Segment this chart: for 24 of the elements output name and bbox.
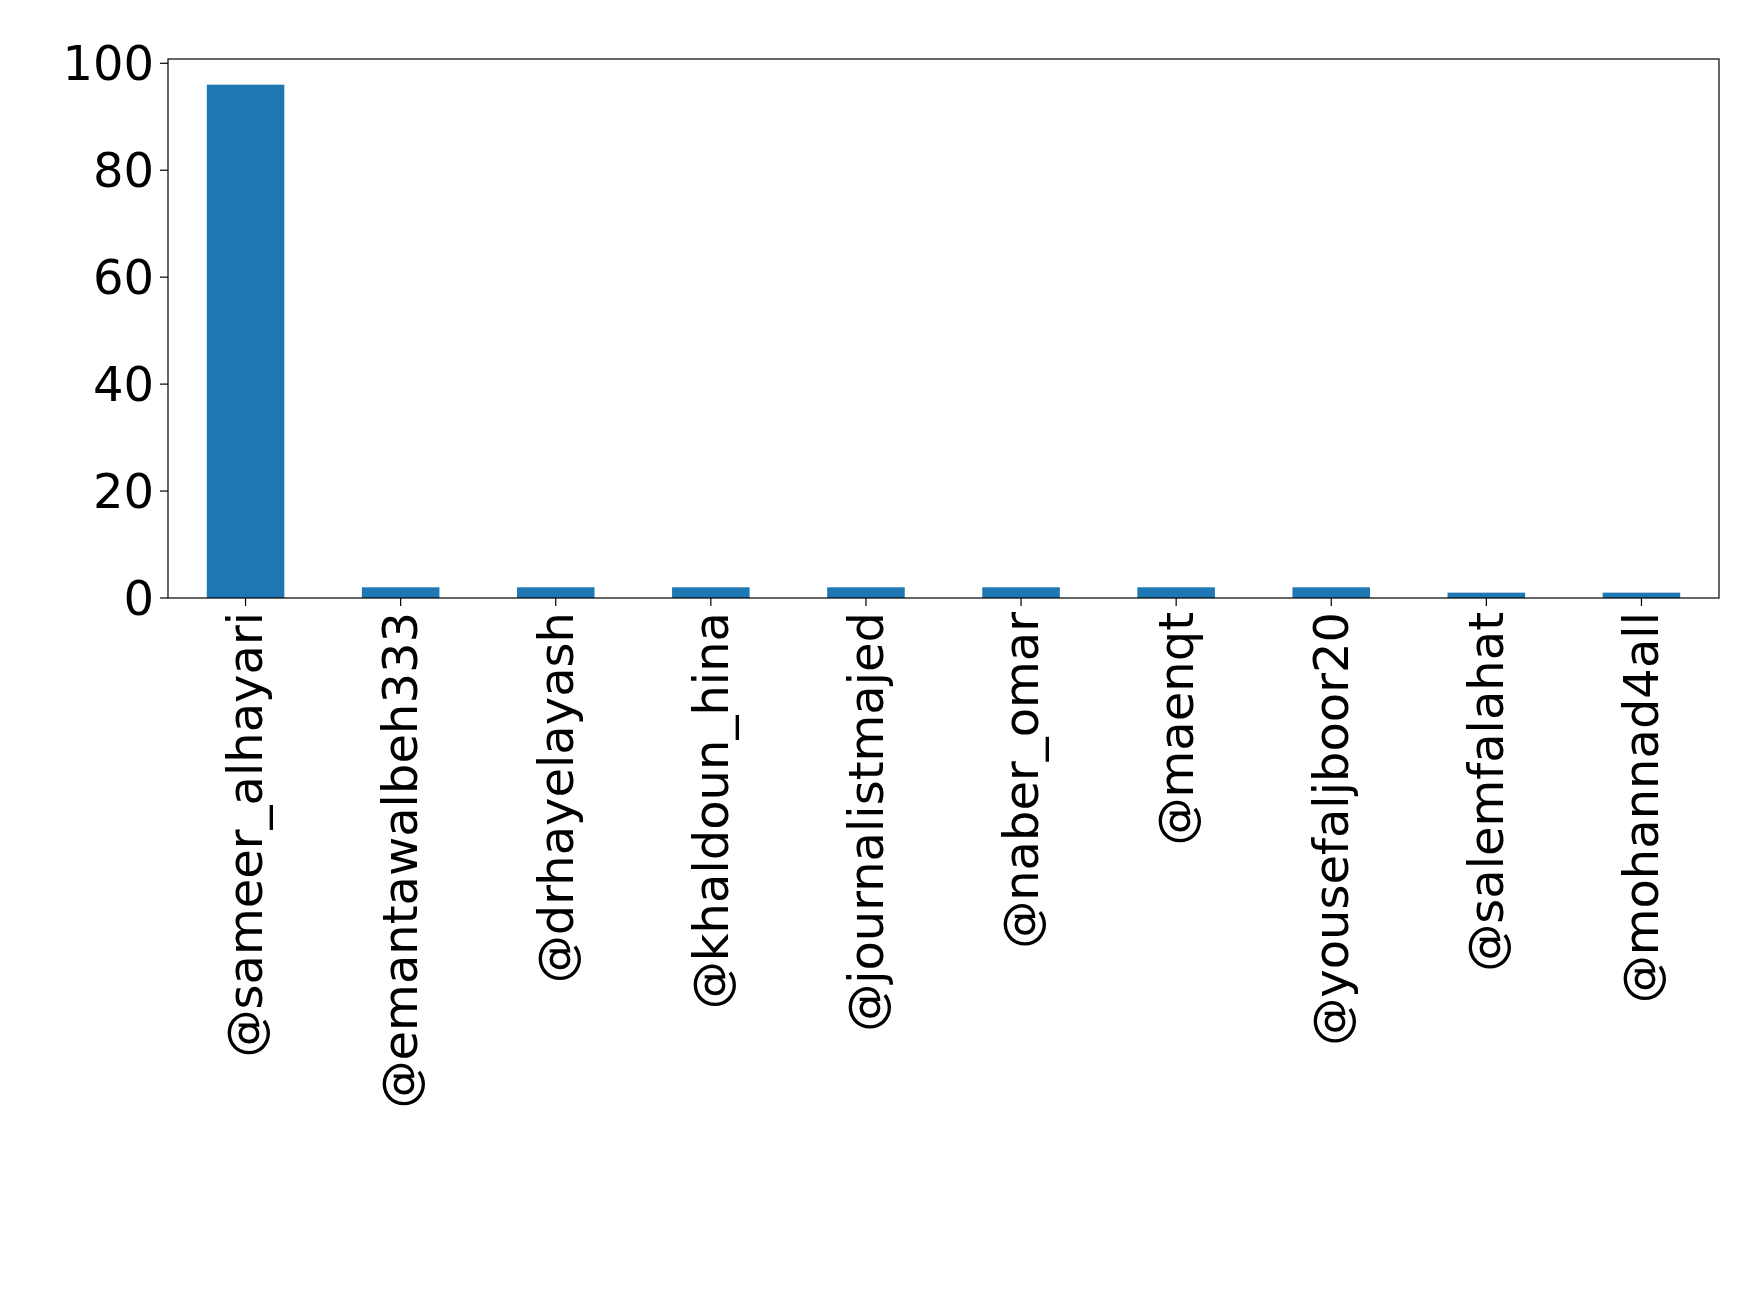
- y-tick-label: 100: [62, 35, 154, 92]
- x-tick-label: @journalistmajed: [837, 612, 894, 1032]
- x-tick-label: @drhayelayash: [527, 612, 584, 984]
- y-tick-label: 40: [92, 355, 154, 412]
- y-tick-label: 60: [92, 248, 154, 305]
- bar: [1137, 587, 1215, 598]
- y-tick-label: 0: [123, 569, 154, 626]
- x-tick-label: @salemfalahat: [1458, 612, 1515, 972]
- bar: [361, 587, 440, 598]
- x-tick-label: @maenqt: [1147, 612, 1204, 846]
- x-tick-label: @mohannad4all: [1613, 612, 1670, 1004]
- x-tick-label: @khaldoun_hina: [682, 612, 739, 1010]
- y-tick-label: 80: [92, 142, 154, 199]
- x-tick-label: @yousefaljboor20: [1303, 612, 1360, 1046]
- bar: [672, 587, 750, 598]
- x-tick-label: @naber_omar: [992, 611, 1049, 949]
- bar: [1292, 587, 1371, 598]
- bar: [827, 587, 905, 598]
- y-tick-label: 20: [92, 462, 154, 519]
- x-tick-label: @sameer_alhayari: [217, 612, 274, 1058]
- bar: [516, 587, 595, 598]
- bar: [982, 587, 1060, 598]
- bar: [206, 84, 285, 598]
- x-tick-label: @emantawalbeh333: [372, 612, 429, 1109]
